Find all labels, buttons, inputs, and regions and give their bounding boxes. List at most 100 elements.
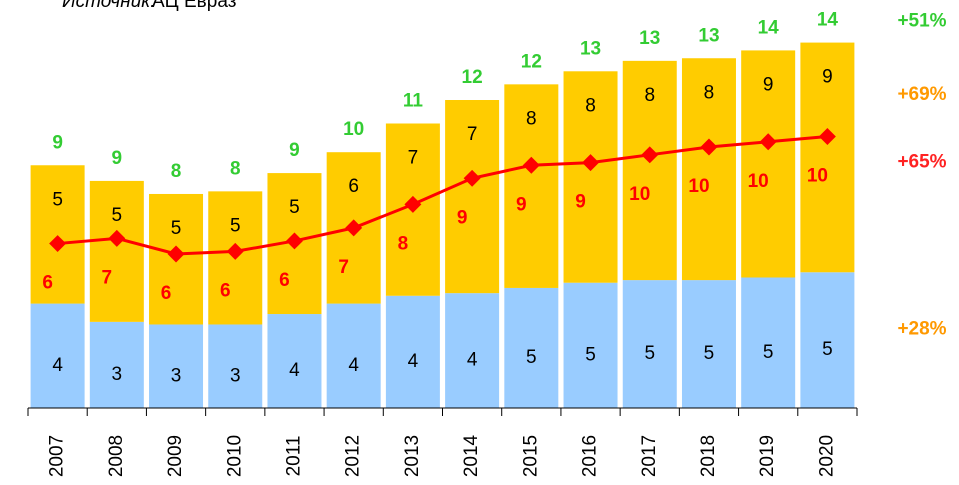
bar-segment	[208, 324, 263, 408]
bar-value-label: 4	[52, 355, 63, 376]
line-marker	[582, 154, 600, 172]
line-value-label: 9	[516, 194, 527, 215]
bar-segment	[800, 42, 855, 273]
bar-value-label: 5	[526, 347, 537, 368]
line-marker	[522, 156, 540, 174]
line-value-label: 9	[457, 207, 468, 228]
bar-segment	[385, 295, 440, 408]
x-tick-label: 2011	[283, 436, 304, 477]
line-value-label: 6	[279, 270, 290, 291]
bar-value-label: 5	[822, 339, 833, 360]
x-tick-label: 2007	[47, 435, 68, 477]
line-marker	[108, 229, 126, 247]
bar-segment	[563, 282, 618, 408]
bar-value-label: 8	[526, 108, 537, 129]
bar-segment	[681, 280, 736, 408]
bar-segment	[741, 50, 796, 278]
annotation: +69%	[897, 84, 946, 105]
bar-segment	[504, 287, 559, 408]
total-label: 9	[112, 148, 123, 169]
line-marker	[285, 232, 303, 250]
bar-value-label: 9	[763, 74, 774, 95]
bar-value-label: 5	[644, 343, 655, 364]
total-label: 13	[580, 38, 601, 59]
bar-value-label: 4	[289, 360, 300, 381]
bar-segment	[30, 165, 85, 304]
annotation: +65%	[897, 152, 946, 173]
x-tick-label: 2013	[402, 435, 423, 477]
total-label: 14	[817, 10, 839, 31]
x-tick-label: 2015	[520, 435, 541, 477]
total-label: 14	[758, 17, 780, 38]
total-label: 9	[289, 140, 300, 161]
bar-value-label: 3	[230, 365, 241, 386]
bar-segment	[149, 324, 204, 408]
line-marker	[700, 138, 718, 156]
annotation: +51%	[897, 11, 946, 32]
bar-value-label: 7	[408, 148, 419, 169]
bar-value-label: 6	[348, 176, 359, 197]
bar-segment	[741, 277, 796, 408]
x-tick-label: 2019	[757, 435, 778, 477]
bar-segment	[267, 314, 322, 408]
bar-segment	[445, 293, 500, 408]
x-tick-label: 2009	[165, 435, 186, 477]
line-value-label: 6	[161, 283, 172, 304]
line-value-label: 10	[807, 166, 828, 187]
bar-segment	[445, 100, 500, 294]
line-value-label: 10	[629, 184, 650, 205]
bar-segment	[681, 58, 736, 281]
source: АЦ Евраз	[152, 0, 236, 12]
bar-segment	[622, 280, 677, 408]
x-tick-label: 2018	[698, 435, 719, 477]
bar-value-label: 5	[112, 205, 123, 226]
bar-value-label: 5	[52, 189, 63, 210]
total-label: 9	[52, 132, 63, 153]
x-tick-label: 2016	[580, 435, 601, 477]
bar-segment	[89, 321, 144, 408]
total-label: 13	[698, 25, 719, 46]
line-value-label: 7	[102, 267, 113, 288]
bar-value-label: 3	[171, 365, 182, 386]
bar-value-label: 5	[585, 344, 596, 365]
bar-value-label: 4	[467, 350, 478, 371]
x-tick-label: 2014	[461, 434, 482, 477]
line-marker	[463, 169, 481, 187]
line-value-label: 10	[688, 176, 709, 197]
line-value-label: 8	[398, 233, 409, 254]
bar-value-label: 9	[822, 67, 833, 88]
bar-value-label: 4	[348, 355, 359, 376]
line-marker	[641, 146, 659, 164]
bar-segment	[504, 84, 559, 288]
bar-value-label: 5	[171, 218, 182, 239]
line-value-label: 6	[220, 280, 231, 301]
bar-segment	[563, 71, 618, 283]
line-marker	[759, 133, 777, 151]
line-value-label: 10	[748, 171, 769, 192]
bar-value-label: 7	[467, 124, 478, 145]
bar-value-label: 5	[763, 342, 774, 363]
x-tick-label: 2008	[106, 435, 127, 477]
line-marker	[345, 219, 363, 237]
bar-segment	[89, 180, 144, 322]
line	[57, 135, 828, 256]
line-marker	[167, 245, 185, 263]
line-marker	[818, 128, 836, 146]
total-label: 12	[521, 51, 542, 72]
total-label: 13	[639, 28, 660, 49]
bar-segment	[800, 272, 855, 408]
total-label: 11	[403, 91, 424, 112]
bar-value-label: 8	[644, 85, 655, 106]
source-label: Источник:	[62, 0, 156, 12]
total-label: 8	[230, 158, 241, 179]
annotation: +28%	[897, 319, 946, 340]
bar-segment	[326, 303, 381, 408]
bar-segment	[30, 303, 85, 408]
line-marker	[404, 195, 422, 213]
line-marker	[226, 242, 244, 260]
total-label: 12	[462, 67, 483, 88]
bar-value-label: 5	[289, 197, 300, 218]
bar-segment	[622, 60, 677, 281]
x-tick-label: 2017	[639, 435, 660, 477]
x-tick-label: 2010	[224, 435, 245, 477]
